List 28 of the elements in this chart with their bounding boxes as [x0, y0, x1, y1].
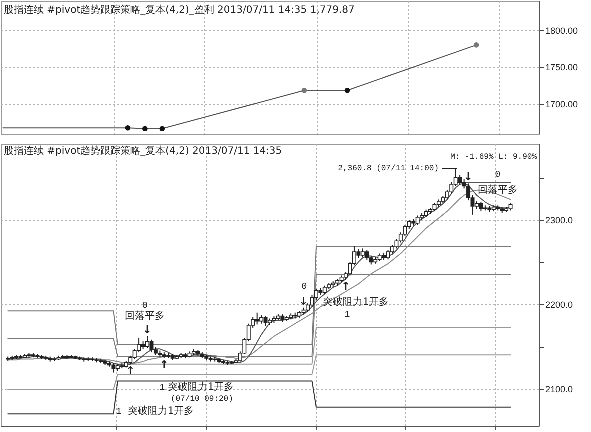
annotation: ↓ [299, 294, 308, 308]
y-tick-label: 2300.0 [546, 215, 574, 226]
y-tick-label: 1750.00 [546, 62, 578, 73]
annotation: 2,360.8 (07/11 14:00) [338, 164, 439, 174]
annotation: ↑ [160, 358, 170, 372]
annotation: 0 [302, 282, 308, 292]
y-tick-label: 2200.0 [546, 300, 574, 310]
annotation: 回落平多 [478, 184, 518, 196]
annotation: 1 [160, 383, 166, 393]
annotation: 突破阻力1开多 [322, 296, 390, 308]
annotation: 1 [344, 310, 350, 320]
y-tick-label: 1700.00 [546, 99, 578, 110]
annotation: 突破阻力1开多 [128, 405, 194, 417]
annotation: 0 [495, 170, 501, 180]
annotation: (07/10 09:20) [171, 395, 234, 404]
annotation: ↓ [142, 324, 152, 337]
chart-title: 股指连续 #pivot趋势跟踪策略_复本(4,2)_盈利 2013/07/11 14:35 1,779.87 [4, 4, 355, 16]
y-tick-label: 1800.00 [546, 26, 578, 36]
annotation: 0 [142, 301, 148, 311]
annotation: 回落平多 [125, 310, 166, 322]
annotation: 突破阻力1开多 [168, 381, 234, 393]
annotation: M: -1.69% L: 9.90% [450, 153, 538, 162]
y-tick-label: 2100.0 [546, 384, 574, 394]
chart-title: 股指连续 #pivot趋势跟踪策略_复本(4,2) 2013/07/11 14:35 [4, 145, 282, 157]
annotation: ↑ [126, 364, 136, 378]
annotation: ↑ [341, 280, 351, 293]
annotation: ↓ [464, 170, 474, 184]
annotation: 1 [116, 407, 122, 417]
